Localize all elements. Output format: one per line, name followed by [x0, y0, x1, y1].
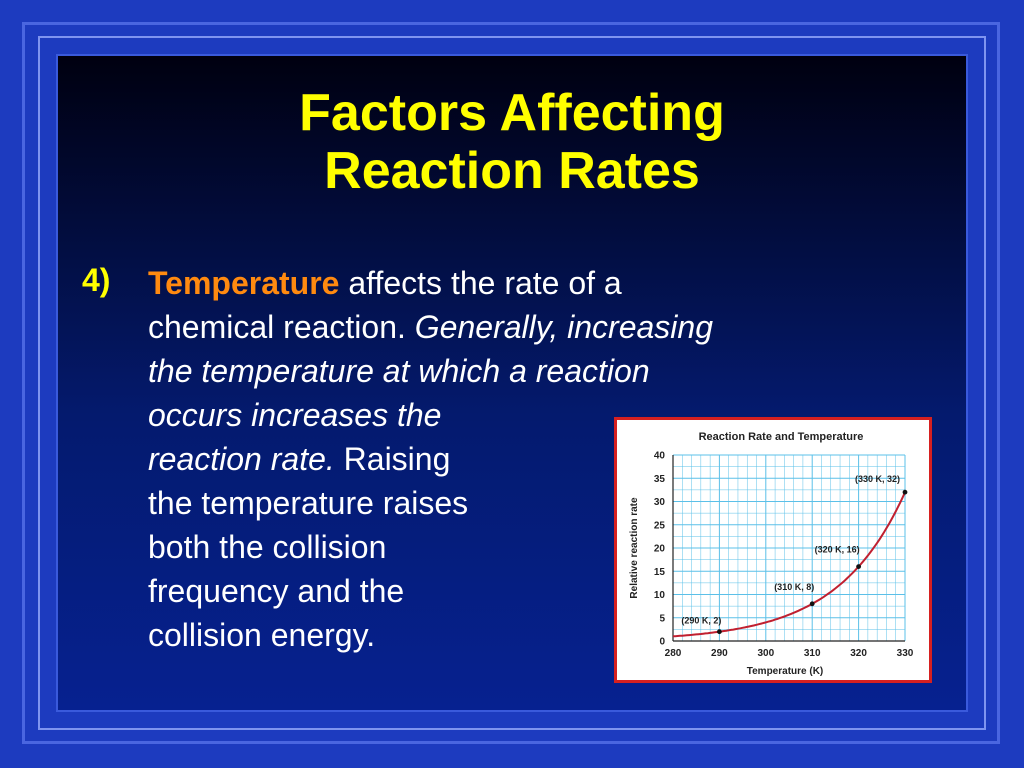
x-tick-label: 320: [850, 648, 867, 659]
data-point: [717, 629, 722, 635]
x-tick-label: 310: [804, 648, 821, 659]
y-tick-label: 30: [654, 497, 666, 508]
para-line-2: chemical reaction. Generally, increasing: [148, 305, 968, 349]
para-line-7: both the collision: [148, 529, 387, 565]
x-tick-label: 300: [757, 648, 774, 659]
para-line-1: Temperature affects the rate of a: [148, 261, 968, 305]
para-italic: Generally, increasing: [414, 309, 713, 345]
x-tick-label: 280: [665, 648, 682, 659]
data-point: [902, 489, 908, 495]
slide-outer-frame: [22, 22, 1000, 744]
y-tick-label: 20: [654, 544, 666, 555]
y-tick-label: 0: [659, 637, 665, 648]
y-tick-label: 40: [654, 451, 666, 462]
para-line-8: frequency and the: [148, 573, 405, 609]
y-axis-label: Relative reaction rate: [629, 497, 640, 599]
y-tick-label: 25: [654, 520, 666, 531]
chart-title: Reaction Rate and Temperature: [699, 431, 864, 443]
data-point: [856, 564, 861, 569]
slide-inner-frame: [38, 36, 986, 730]
x-axis-label: Temperature (K): [747, 666, 824, 677]
para-line-3: the temperature at which a reaction: [148, 353, 650, 389]
para-line-5: reaction rate. Raising: [148, 437, 968, 481]
point-label: (330 K, 32): [855, 474, 900, 484]
y-tick-label: 15: [654, 567, 666, 578]
point-label: (290 K, 2): [681, 616, 721, 626]
title-line-2: Reaction Rates: [324, 142, 700, 200]
title-line-1: Factors Affecting: [299, 84, 725, 142]
para-line-6: the temperature raises: [148, 485, 469, 521]
y-tick-label: 10: [654, 590, 666, 601]
rate-curve: [672, 491, 906, 638]
x-tick-label: 290: [711, 648, 728, 659]
para-italic: reaction rate.: [148, 441, 335, 477]
y-tick-label: 35: [654, 474, 666, 485]
data-point: [809, 601, 815, 607]
reaction-rate-chart: Reaction Rate and Temperature 280 290 300 31…: [614, 417, 932, 683]
point-label: (310 K, 8): [774, 582, 814, 592]
para-line-4: occurs increases the: [148, 397, 442, 433]
bullet-paragraph: Temperature affects the rate of a chemic…: [148, 261, 968, 657]
para-text: Raising: [334, 441, 451, 477]
para-text: affects the rate of a: [339, 265, 622, 301]
para-line-9: collision energy.: [148, 617, 376, 653]
x-tick-label: 330: [897, 648, 914, 659]
keyword-temperature: Temperature: [148, 265, 340, 301]
bullet-number: 4): [82, 262, 111, 298]
point-label: (320 K, 16): [815, 545, 860, 555]
para-text: chemical reaction.: [148, 309, 415, 345]
y-tick-label: 5: [659, 613, 665, 624]
slide-title: Factors Affecting Reaction Rates: [0, 84, 1024, 200]
